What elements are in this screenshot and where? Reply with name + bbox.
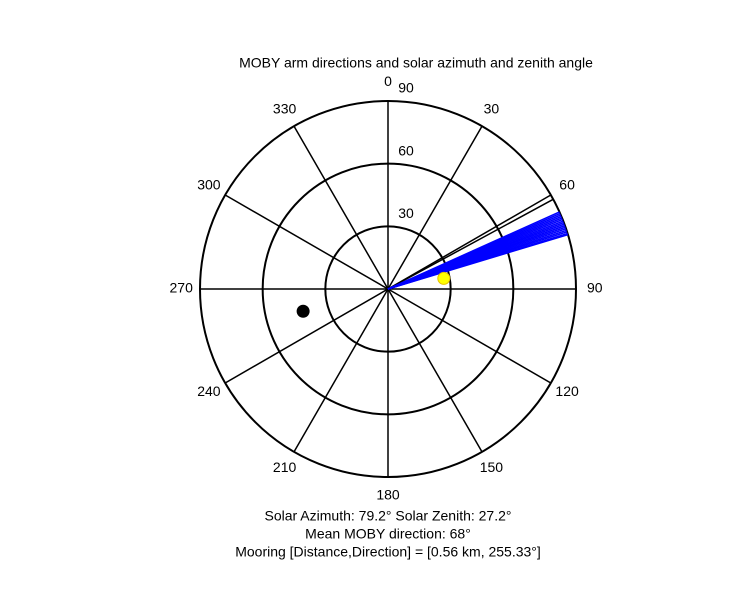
- angle-tick-label: 120: [555, 383, 579, 399]
- angle-tick-label: 210: [273, 459, 297, 475]
- ring: [324, 225, 452, 353]
- angle-tick-label: 270: [170, 280, 194, 296]
- arm-direction: [387, 233, 569, 290]
- spoke: [387, 194, 552, 290]
- angle-tick-label: 300: [197, 176, 221, 192]
- angle-tick-label: 30: [484, 101, 500, 117]
- angle-tick-label: 330: [273, 101, 297, 117]
- spoke: [293, 288, 389, 453]
- angle-tick-label: 60: [559, 176, 575, 192]
- annotation: Mooring [Distance,Direction] = [0.56 km,…: [235, 544, 541, 560]
- angle-tick-label: 180: [376, 487, 400, 503]
- angle-tick-label: 0: [384, 73, 392, 89]
- arm-direction: [387, 198, 554, 290]
- spoke: [293, 125, 389, 290]
- spoke: [224, 288, 389, 384]
- angle-tick-label: 240: [197, 383, 221, 399]
- spoke: [224, 194, 389, 290]
- chart-title: MOBY arm directions and solar azimuth an…: [239, 55, 593, 71]
- annotation: Mean MOBY direction: 68°: [305, 526, 471, 542]
- annotation: Solar Azimuth: 79.2° Solar Zenith: 27.2°: [265, 508, 512, 524]
- marker: [296, 304, 310, 318]
- ring: [199, 100, 577, 478]
- radial-tick-label: 30: [398, 205, 414, 221]
- angle-tick-label: 150: [480, 459, 504, 475]
- radial-tick-label: 90: [398, 80, 414, 96]
- angle-tick-label: 90: [587, 280, 603, 296]
- spoke: [387, 288, 483, 453]
- marker: [437, 271, 451, 285]
- radial-tick-label: 60: [398, 142, 414, 158]
- ring: [261, 162, 515, 416]
- spoke: [387, 125, 483, 290]
- spoke: [387, 288, 552, 384]
